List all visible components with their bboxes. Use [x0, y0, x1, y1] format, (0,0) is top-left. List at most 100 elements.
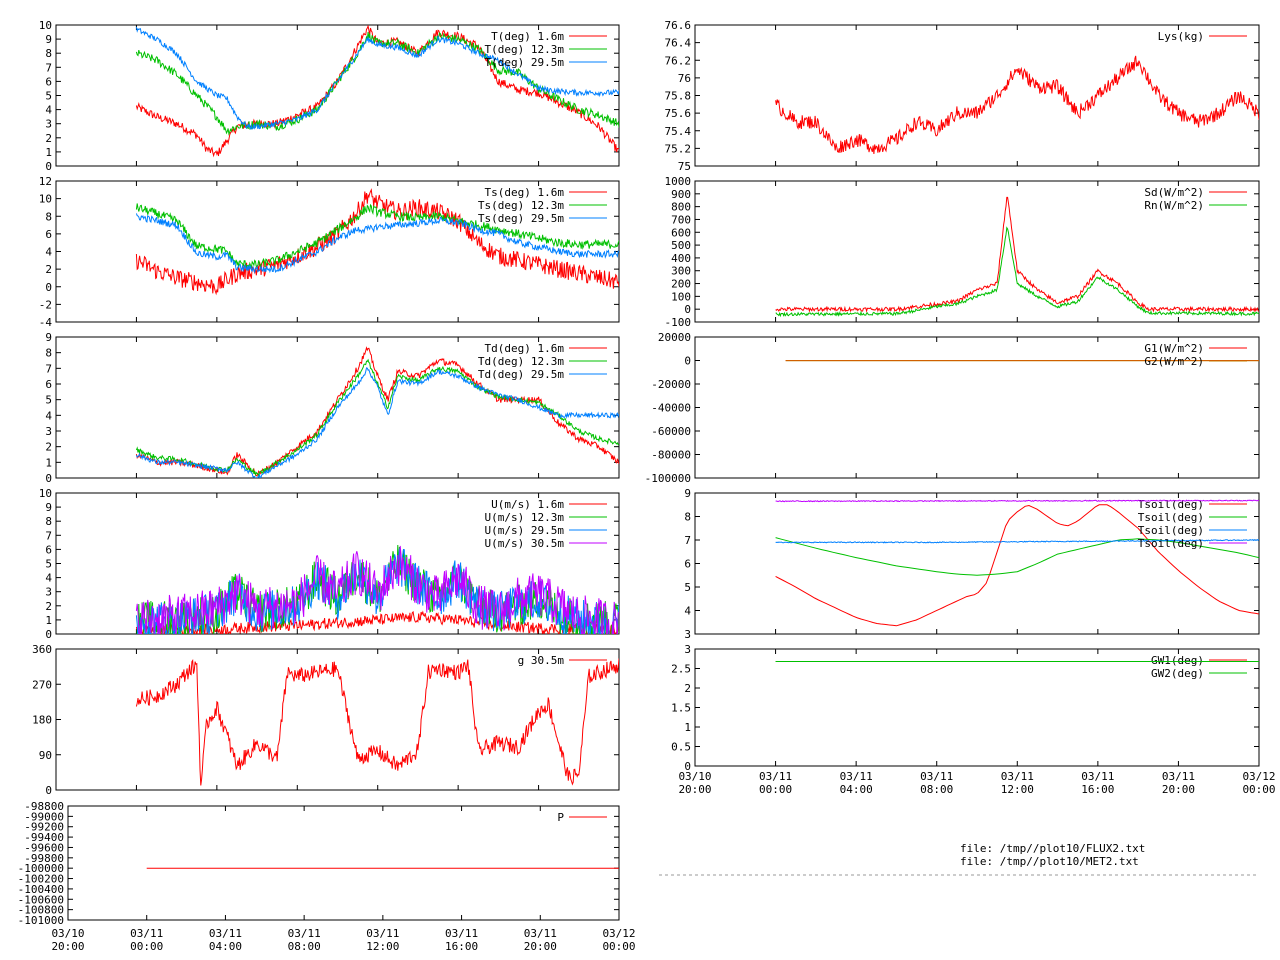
panel-lysimeter: 75 75.2 75.4 75.6 75.8 76 76.2 76.4 76.6 Lys(kg) — [665, 19, 1260, 173]
y-tick-label: -100000 — [645, 472, 691, 485]
series-line-dewpoint-1 — [135, 358, 619, 478]
y-tick-label: 6 — [45, 543, 52, 556]
y-tick-label: 0 — [684, 760, 691, 773]
series-line-sonic-temp-1 — [135, 203, 619, 269]
left-x-tick-time: 08:00 — [288, 940, 321, 953]
legend-label: Td(deg) 12.3m — [478, 355, 564, 368]
y-tick-label: 75 — [678, 160, 691, 173]
legend-label: Ts(deg) 12.3m — [478, 199, 564, 212]
y-tick-label: -99200 — [24, 821, 64, 834]
y-tick-label: 9 — [45, 331, 52, 344]
y-tick-label: 1 — [45, 146, 52, 159]
legend-label: U(m/s) 29.5m — [485, 524, 565, 537]
series-line-sonic-temp-0 — [135, 188, 619, 296]
y-tick-label: 3 — [684, 643, 691, 656]
y-tick-label: -40000 — [651, 402, 691, 415]
y-tick-label: -100800 — [18, 904, 64, 917]
left-x-tick-time: 00:00 — [602, 940, 635, 953]
y-tick-label: 0.5 — [671, 741, 691, 754]
left-x-tick-time: 12:00 — [366, 940, 399, 953]
y-tick-label: 4 — [684, 605, 691, 618]
y-tick-label: -4 — [39, 316, 53, 329]
y-tick-label: 20000 — [658, 331, 691, 344]
y-tick-label: -100000 — [18, 862, 64, 875]
y-tick-label: -80000 — [651, 449, 691, 462]
y-tick-label: 2 — [45, 263, 52, 276]
y-tick-label: -100600 — [18, 893, 64, 906]
y-tick-label: 700 — [671, 213, 691, 226]
y-tick-label: 6 — [45, 378, 52, 391]
left-x-tick-day: 03/11 — [130, 927, 163, 940]
series-line-sonic-temp-2 — [135, 213, 619, 274]
y-tick-label: 1 — [684, 721, 691, 734]
y-tick-label: 180 — [32, 714, 52, 727]
y-tick-label: 75.8 — [665, 90, 692, 103]
series-line-radiation-0 — [775, 196, 1259, 314]
right-x-tick-day: 03/11 — [759, 770, 792, 783]
series-line-soil-temp-3 — [775, 499, 1259, 503]
y-tick-label: 7 — [45, 529, 52, 542]
legend-label: Sd(W/m^2) — [1144, 186, 1204, 199]
y-tick-label: 6 — [684, 558, 691, 571]
right-x-tick-time: 04:00 — [840, 783, 873, 796]
y-tick-label: 200 — [671, 278, 691, 291]
file-label-met: file: /tmp//plot10/MET2.txt — [960, 855, 1139, 868]
left-x-tick-day: 03/11 — [524, 927, 557, 940]
time-axes: 03/1020:0003/1100:0003/1104:0003/1108:00… — [51, 770, 1275, 953]
plot-frame — [67, 805, 620, 921]
y-tick-label: 76.4 — [665, 37, 692, 50]
y-tick-label: 1.5 — [671, 702, 691, 715]
y-tick-label: 0 — [45, 472, 52, 485]
y-tick-label: 2 — [45, 441, 52, 454]
right-x-tick-day: 03/12 — [1242, 770, 1275, 783]
legend-label: T(deg) 12.3m — [485, 43, 565, 56]
y-tick-label: 10 — [39, 487, 52, 500]
y-tick-label: 75.6 — [665, 107, 692, 120]
left-x-tick-time: 16:00 — [445, 940, 478, 953]
y-tick-label: -99800 — [24, 852, 64, 865]
y-tick-label: 3 — [45, 118, 52, 131]
y-tick-label: -99400 — [24, 831, 64, 844]
series-line-soil-temp-0 — [775, 504, 1259, 627]
y-tick-label: 7 — [684, 534, 691, 547]
y-tick-label: 300 — [671, 265, 691, 278]
right-x-tick-time: 00:00 — [759, 783, 792, 796]
y-tick-label: 3 — [45, 425, 52, 438]
y-tick-label: 2 — [684, 682, 691, 695]
plot-frame — [55, 336, 620, 479]
y-tick-label: 0 — [45, 784, 52, 797]
y-tick-label: 12 — [39, 175, 52, 188]
series-line-wind-dir-0 — [135, 658, 619, 786]
y-tick-label: 9 — [45, 33, 52, 46]
y-tick-label: 75.2 — [665, 142, 692, 155]
legend-label: G2(W/m^2) — [1144, 355, 1204, 368]
series-line-radiation-1 — [775, 226, 1259, 318]
legend-label: g 30.5m — [518, 654, 565, 667]
y-tick-label: 8 — [45, 47, 52, 60]
y-tick-label: -2 — [39, 298, 52, 311]
y-tick-label: 76.6 — [665, 19, 692, 32]
y-tick-label: 10 — [39, 193, 52, 206]
legend-label: Tsoil(deg) — [1138, 537, 1204, 550]
y-tick-label: 270 — [32, 678, 52, 691]
left-x-tick-day: 03/10 — [51, 927, 84, 940]
y-tick-label: 500 — [671, 239, 691, 252]
y-tick-label: 4 — [45, 104, 52, 117]
legend-label: Tsoil(deg) — [1138, 498, 1204, 511]
y-tick-label: 7 — [45, 362, 52, 375]
panel-ground-water: 0 0.5 1 1.5 2 2.5 3 GW1(deg)GW2(deg) — [671, 643, 1260, 773]
left-x-tick-time: 20:00 — [51, 940, 84, 953]
y-tick-label: -99000 — [24, 810, 64, 823]
y-tick-label: -98800 — [24, 800, 64, 813]
y-tick-label: 900 — [671, 188, 691, 201]
series-line-soil-temp-1 — [775, 537, 1259, 576]
y-tick-label: 4 — [45, 246, 52, 259]
right-x-tick-time: 08:00 — [920, 783, 953, 796]
y-tick-label: 1000 — [665, 175, 692, 188]
series-line-soil-temp-2 — [775, 538, 1259, 544]
legend-label: T(deg) 29.5m — [485, 56, 565, 69]
